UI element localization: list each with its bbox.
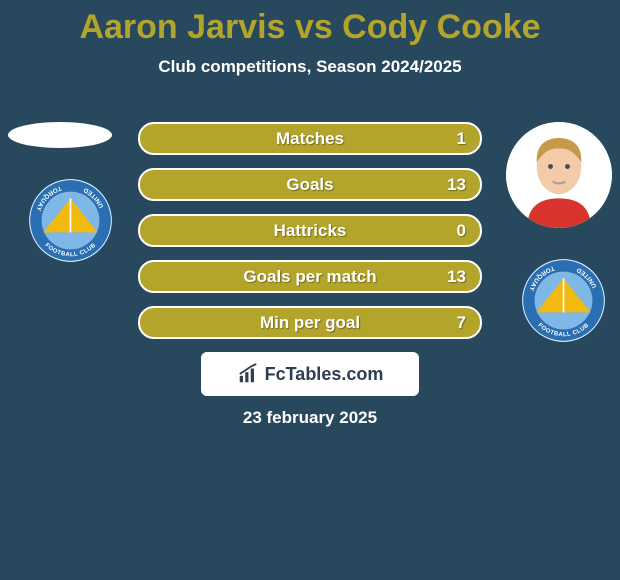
stat-row-goals: Goals 13 — [138, 168, 482, 201]
club-badge-left: TORQUAY FOOTBALL CLUB UNITED — [28, 178, 113, 263]
stat-row-gpm: Goals per match 13 — [138, 260, 482, 293]
stat-row-matches: Matches 1 — [138, 122, 482, 155]
stat-label: Min per goal — [260, 313, 360, 333]
stat-label: Matches — [276, 129, 344, 149]
chart-icon — [237, 363, 259, 385]
stat-label: Goals per match — [243, 267, 376, 287]
stats-block: Matches 1 Goals 13 Hattricks 0 Goals per… — [138, 122, 482, 352]
eye-right — [565, 164, 570, 169]
brand-text: FcTables.com — [265, 364, 384, 385]
player-left-avatar — [8, 122, 112, 148]
page-title: Aaron Jarvis vs Cody Cooke — [0, 0, 620, 47]
club-badge-icon: TORQUAY FOOTBALL CLUB UNITED — [28, 178, 113, 263]
club-badge-icon: TORQUAY FOOTBALL CLUB UNITED — [521, 258, 606, 343]
stat-row-hattricks: Hattricks 0 — [138, 214, 482, 247]
brand-badge: FcTables.com — [201, 352, 419, 396]
player-right-avatar — [506, 122, 612, 228]
stat-right-value: 13 — [447, 175, 466, 195]
club-badge-right: TORQUAY FOOTBALL CLUB UNITED — [521, 258, 606, 343]
snapshot-date: 23 february 2025 — [0, 408, 620, 428]
comparison-card: Aaron Jarvis vs Cody Cooke Club competit… — [0, 0, 620, 580]
stat-label: Hattricks — [274, 221, 347, 241]
face-icon — [506, 122, 612, 228]
stat-row-mpg: Min per goal 7 — [138, 306, 482, 339]
stat-label: Goals — [286, 175, 333, 195]
stat-right-value: 13 — [447, 267, 466, 287]
subtitle: Club competitions, Season 2024/2025 — [0, 57, 620, 77]
eye-left — [548, 164, 553, 169]
stat-right-value: 0 — [457, 221, 466, 241]
stat-right-value: 1 — [457, 129, 466, 149]
stat-right-value: 7 — [457, 313, 466, 333]
